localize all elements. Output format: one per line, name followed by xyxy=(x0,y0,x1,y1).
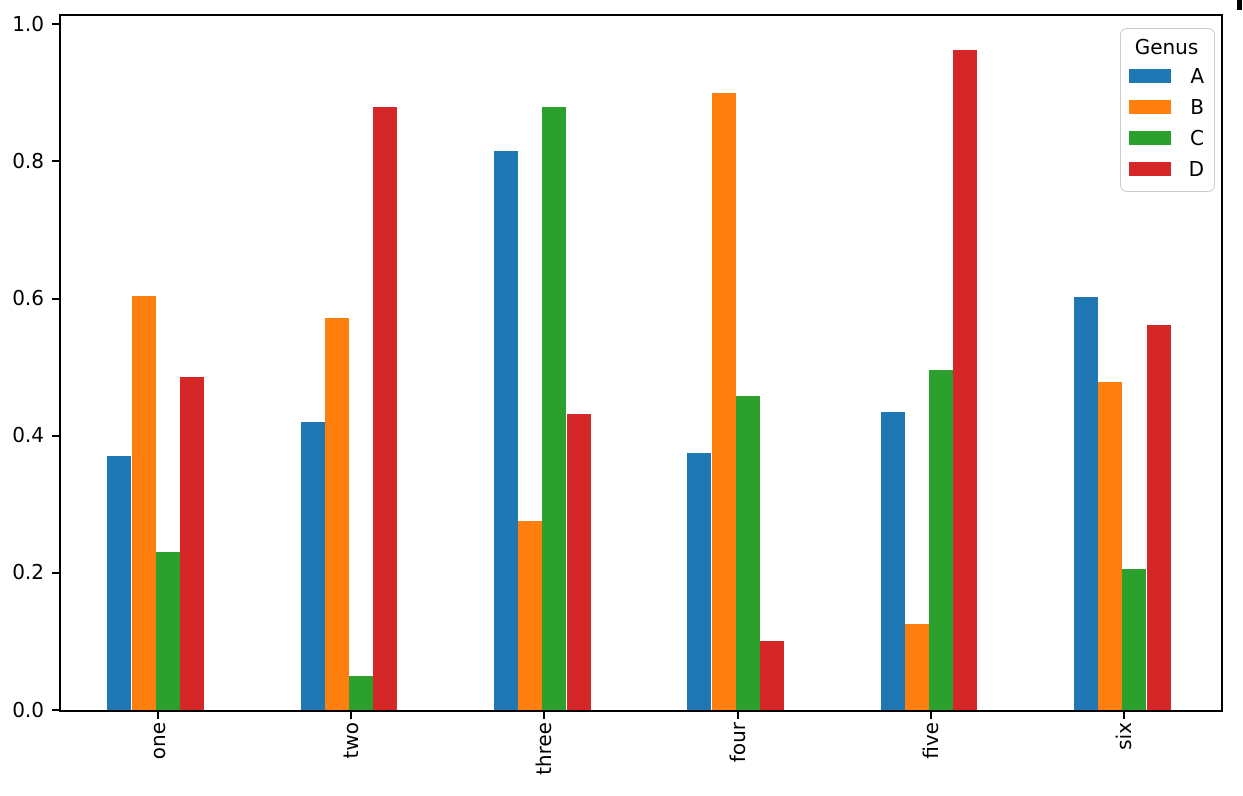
legend-swatch-B xyxy=(1129,99,1171,114)
legend-row-D: D xyxy=(1129,153,1204,184)
bar-D-one xyxy=(179,377,204,710)
y-tick-label: 1.0 xyxy=(12,11,44,36)
legend-label-A: A xyxy=(1190,63,1204,88)
legend-swatch-A xyxy=(1129,68,1171,83)
bar-B-five xyxy=(904,624,929,710)
x-tick-mark xyxy=(736,712,739,719)
bar-D-six xyxy=(1146,325,1171,710)
bar-A-four xyxy=(687,452,712,710)
y-tick-label: 0.6 xyxy=(12,286,44,311)
bar-B-six xyxy=(1098,382,1123,710)
bar-C-three xyxy=(542,106,567,710)
bar-B-four xyxy=(711,92,736,710)
y-tick-mark xyxy=(52,23,59,26)
bar-C-four xyxy=(735,395,760,710)
y-tick-label: 0.4 xyxy=(12,423,44,448)
bar-C-five xyxy=(929,369,954,710)
y-tick-mark xyxy=(52,160,59,163)
legend-row-A: A xyxy=(1129,60,1204,91)
x-tick-label-three: three xyxy=(532,722,557,775)
bar-A-two xyxy=(300,421,325,710)
bar-D-four xyxy=(759,641,784,710)
y-tick-label: 0.2 xyxy=(12,560,44,585)
bar-D-five xyxy=(953,50,978,710)
bar-A-three xyxy=(494,151,519,710)
x-tick-mark xyxy=(1123,712,1126,719)
bar-B-three xyxy=(518,520,543,710)
x-tick-mark xyxy=(350,712,352,719)
legend-label-C: C xyxy=(1190,125,1204,150)
x-tick-label-four: four xyxy=(725,722,750,763)
y-tick-label: 0.8 xyxy=(12,148,44,173)
bar-A-one xyxy=(107,455,132,710)
bar-A-five xyxy=(880,412,905,710)
legend-swatch-C xyxy=(1129,130,1171,145)
y-tick-mark xyxy=(52,434,59,437)
y-tick-mark xyxy=(52,297,59,300)
x-tick-label-five: five xyxy=(919,722,943,759)
x-tick-label-six: six xyxy=(1112,722,1137,750)
bar-B-one xyxy=(131,296,156,710)
x-tick-mark xyxy=(543,712,546,719)
bar-D-two xyxy=(373,106,398,710)
bar-C-one xyxy=(155,552,180,710)
y-tick-label: 0.0 xyxy=(12,697,44,722)
x-tick-label-two: two xyxy=(339,722,363,759)
x-tick-label-one: one xyxy=(145,722,170,760)
bar-C-six xyxy=(1122,568,1147,710)
y-tick-mark xyxy=(52,709,59,711)
legend-title: Genus xyxy=(1134,35,1199,59)
bar-C-two xyxy=(349,675,374,710)
plot-area xyxy=(59,14,1223,712)
legend-label-D: D xyxy=(1188,156,1204,181)
legend-swatch-D xyxy=(1129,161,1171,176)
legend-row-B: B xyxy=(1129,91,1204,122)
corner-artifact xyxy=(1237,0,1242,10)
bar-A-six xyxy=(1074,297,1099,710)
legend-label-B: B xyxy=(1190,94,1204,119)
x-tick-mark xyxy=(930,712,932,719)
legend-row-C: C xyxy=(1129,122,1204,153)
bar-D-three xyxy=(566,414,591,710)
y-tick-mark xyxy=(52,571,59,574)
x-tick-mark xyxy=(156,712,159,719)
bar-B-two xyxy=(324,318,349,710)
